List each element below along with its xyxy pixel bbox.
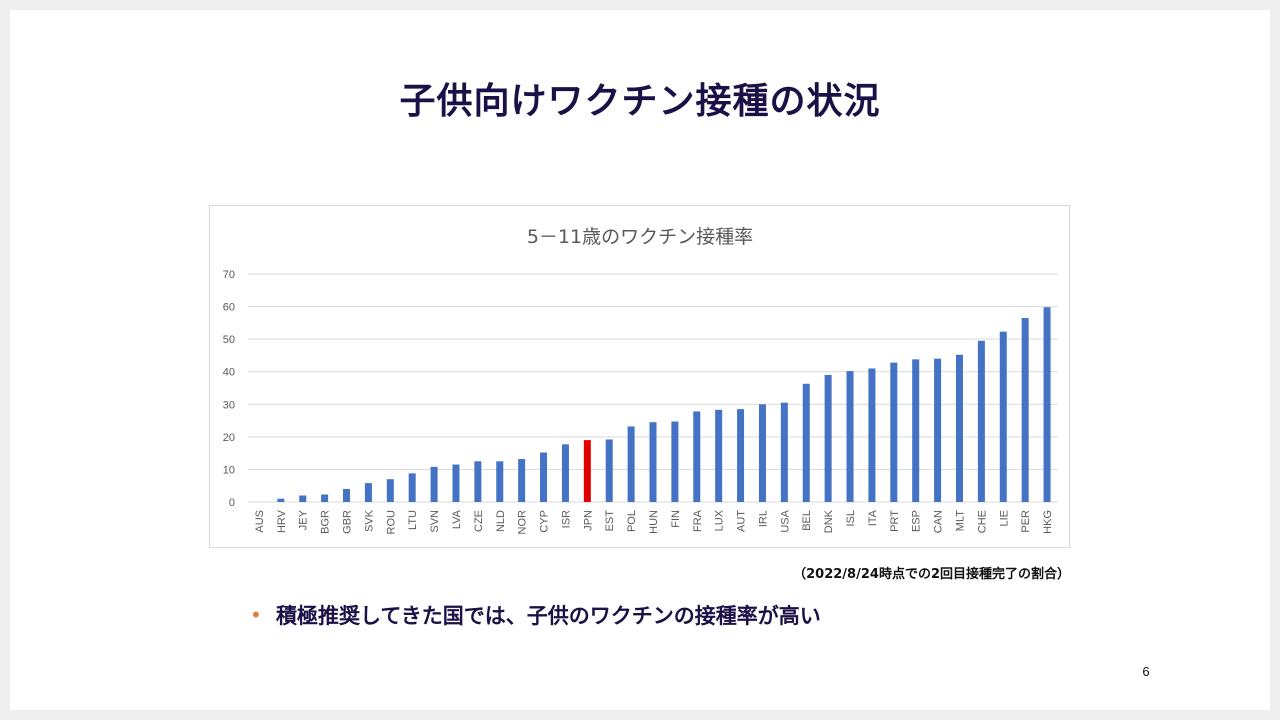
x-tick-label: HRV — [276, 509, 288, 533]
y-tick-label: 10 — [223, 464, 235, 476]
x-tick-label: NLD — [495, 510, 507, 532]
y-tick-label: 20 — [223, 432, 235, 444]
bar-gbr — [343, 488, 351, 502]
bar-prt — [890, 362, 898, 502]
x-tick-label: AUS — [254, 510, 266, 533]
x-tick-label: FIN — [670, 510, 682, 528]
y-tick-label: 70 — [223, 269, 235, 281]
x-tick-label: JEY — [298, 509, 310, 530]
x-tick-label: JPN — [582, 510, 594, 531]
x-tick-label: ISR — [560, 510, 572, 528]
page-number: 6 — [1142, 664, 1150, 679]
x-tick-label: GBR — [342, 510, 354, 534]
x-tick-label: NOR — [517, 510, 529, 535]
bar-fra — [693, 411, 701, 502]
data-date-note: （2022/8/24時点での2回目接種完了の割合） — [793, 567, 1070, 582]
bar-bel — [802, 383, 810, 502]
bar-dnk — [824, 374, 832, 502]
chart-bars — [277, 307, 1051, 502]
bar-hkg — [1043, 307, 1051, 502]
bar-jey — [299, 495, 307, 502]
bar-nor — [518, 459, 526, 502]
bar-che — [977, 340, 985, 502]
bar-per — [1021, 317, 1029, 502]
bar-lva — [452, 464, 460, 502]
bullet-marker: • — [250, 603, 262, 627]
bar-fin — [671, 421, 679, 502]
x-tick-label: HUN — [648, 510, 660, 534]
y-tick-label: 50 — [223, 334, 235, 346]
chart-container: 5－11歳のワクチン接種率 0 10 20 30 40 50 60 70 AUS HRV JEY B… — [209, 205, 1070, 548]
bullet-text: 積極推奨してきた国では、子供のワクチンの接種率が高い — [276, 604, 821, 628]
bar-nld — [496, 461, 504, 502]
x-tick-label: BGR — [320, 510, 332, 534]
bar-mlt — [955, 354, 963, 502]
bar-est — [605, 439, 613, 502]
x-tick-label: POL — [626, 510, 638, 532]
x-tick-label: ITA — [867, 509, 879, 526]
x-axis-tick-labels: AUS HRV JEY BGR GBR SVK ROU LTU SVN LVA CZE NLD NOR C… — [254, 509, 1054, 534]
x-tick-label: SVK — [363, 509, 375, 532]
x-tick-label: PRT — [889, 510, 901, 532]
bar-cze — [474, 461, 482, 502]
bar-lux — [715, 409, 723, 502]
slide-title: 子供向けワクチン接種の状況 — [399, 81, 881, 122]
bar-jpn — [583, 440, 591, 502]
y-tick-label: 40 — [223, 367, 235, 379]
bullet-item: • 積極推奨してきた国では、子供のワクチンの接種率が高い — [250, 600, 821, 630]
bar-irl — [758, 404, 766, 502]
bar-esp — [912, 359, 920, 502]
x-tick-label: CYP — [539, 510, 551, 533]
x-tick-label: CAN — [933, 510, 945, 533]
x-tick-label: HKG — [1042, 510, 1054, 534]
y-tick-label: 60 — [223, 302, 235, 314]
x-tick-label: MLT — [954, 510, 966, 531]
y-tick-label: 0 — [229, 497, 235, 509]
x-tick-label: BEL — [801, 510, 813, 531]
x-tick-label: ESP — [911, 510, 923, 532]
bar-pol — [627, 426, 635, 502]
bar-ita — [868, 368, 876, 502]
bar-ltu — [408, 473, 416, 502]
x-tick-label: LIE — [998, 510, 1010, 527]
bar-aut — [737, 409, 745, 502]
x-tick-label: SVN — [429, 510, 441, 533]
bar-usa — [780, 402, 788, 502]
bar-isr — [561, 444, 569, 502]
bar-bgr — [321, 494, 329, 502]
bar-hrv — [277, 498, 285, 502]
bar-chart: 5－11歳のワクチン接種率 0 10 20 30 40 50 60 70 AUS HRV JEY B… — [223, 226, 1058, 534]
x-tick-label: ISL — [845, 510, 857, 527]
bar-lie — [999, 331, 1007, 502]
x-tick-label: LUX — [714, 509, 726, 531]
chart-title: 5－11歳のワクチン接種率 — [527, 226, 753, 248]
x-tick-label: LVA — [451, 509, 463, 529]
x-tick-label: EST — [604, 510, 616, 532]
y-tick-label: 30 — [223, 399, 235, 411]
bar-rou — [386, 479, 394, 502]
x-tick-label: AUT — [736, 510, 748, 532]
x-tick-label: PER — [1020, 510, 1032, 533]
x-tick-label: USA — [779, 509, 791, 532]
x-tick-label: IRL — [757, 510, 769, 527]
bar-svk — [364, 483, 372, 502]
bar-cyp — [540, 452, 548, 502]
x-tick-label: CZE — [473, 510, 485, 532]
y-axis-tick-labels: 0 10 20 30 40 50 60 70 — [223, 269, 235, 509]
bar-can — [934, 358, 942, 502]
x-tick-label: ROU — [385, 510, 397, 535]
bar-hun — [649, 422, 657, 502]
x-tick-label: DNK — [823, 509, 835, 533]
x-tick-label: CHE — [976, 510, 988, 533]
bar-svn — [430, 466, 438, 502]
bar-isl — [846, 371, 854, 502]
x-tick-label: FRA — [692, 509, 704, 532]
x-tick-label: LTU — [407, 510, 419, 530]
